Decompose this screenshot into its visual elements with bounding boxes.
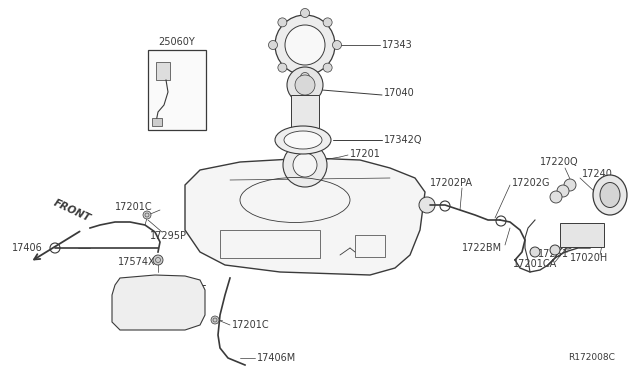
Circle shape — [283, 143, 327, 187]
Polygon shape — [112, 275, 205, 330]
Bar — [220, 230, 320, 258]
Text: 17202PA: 17202PA — [430, 178, 473, 188]
Circle shape — [211, 316, 219, 324]
Circle shape — [323, 18, 332, 27]
Bar — [156, 62, 170, 80]
Text: 17295P: 17295P — [150, 231, 187, 241]
Text: 17201C: 17201C — [232, 320, 269, 330]
Ellipse shape — [284, 131, 322, 149]
Circle shape — [278, 18, 287, 27]
Text: 17406M: 17406M — [257, 353, 296, 363]
Circle shape — [333, 41, 342, 49]
Circle shape — [269, 41, 278, 49]
Text: 17342Q: 17342Q — [384, 135, 422, 145]
Circle shape — [550, 245, 560, 255]
Text: 17574X: 17574X — [118, 257, 156, 267]
Circle shape — [564, 179, 576, 191]
Text: 17020H: 17020H — [570, 253, 608, 263]
Bar — [152, 118, 162, 126]
Circle shape — [563, 239, 573, 249]
Text: 17201C: 17201C — [115, 202, 152, 212]
Polygon shape — [185, 158, 425, 275]
Bar — [291, 95, 319, 135]
Circle shape — [530, 247, 540, 257]
Circle shape — [153, 255, 163, 265]
Text: 17201CA: 17201CA — [513, 259, 557, 269]
Text: 17240: 17240 — [582, 169, 613, 179]
Circle shape — [419, 197, 435, 213]
Text: 17040: 17040 — [384, 88, 415, 98]
Text: R172008C: R172008C — [568, 353, 615, 362]
Ellipse shape — [275, 126, 331, 154]
Text: 17201: 17201 — [350, 149, 381, 159]
Text: 17220Q: 17220Q — [540, 157, 579, 167]
Text: FRONT: FRONT — [52, 198, 92, 224]
Circle shape — [295, 75, 315, 95]
Text: 17406: 17406 — [12, 243, 43, 253]
Text: 1722BM: 1722BM — [462, 243, 502, 253]
Text: 17343: 17343 — [382, 40, 413, 50]
Circle shape — [287, 67, 323, 103]
Ellipse shape — [600, 183, 620, 208]
Circle shape — [275, 15, 335, 75]
Circle shape — [143, 211, 151, 219]
Circle shape — [323, 63, 332, 72]
Circle shape — [557, 185, 569, 197]
Circle shape — [301, 73, 310, 81]
Circle shape — [285, 25, 325, 65]
Text: 17202G: 17202G — [512, 178, 550, 188]
Text: 17251: 17251 — [538, 249, 569, 259]
Bar — [560, 223, 604, 247]
Circle shape — [278, 63, 287, 72]
Bar — [355, 235, 385, 257]
Text: 25060Y: 25060Y — [159, 37, 195, 47]
Bar — [148, 50, 206, 130]
Ellipse shape — [593, 175, 627, 215]
Circle shape — [301, 9, 310, 17]
Circle shape — [293, 153, 317, 177]
Circle shape — [550, 191, 562, 203]
